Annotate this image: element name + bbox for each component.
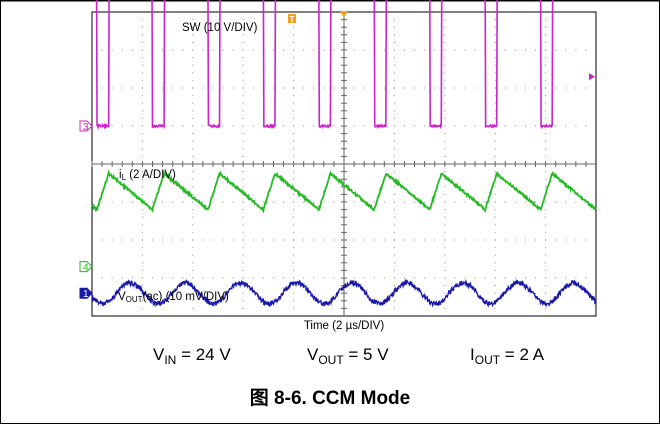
condition-vin: VIN = 24 V [153,345,231,367]
vout-channel-label: VOUT(ac) (10 mV/DIV) [118,291,229,304]
ch4-marker: 4 [79,261,93,274]
figure-caption: 图 8-6. CCM Mode [249,388,411,409]
channel-marker-label: 4 [83,263,89,274]
trigger-t-icon: T [288,14,296,24]
inductor-current-trace [91,169,597,214]
ch1-marker: 1 [79,287,93,300]
trigger-t-label: T [290,15,295,24]
trigger-level-arrow [589,73,595,81]
ch3-marker: 3 [79,120,93,133]
channel-marker-label: 1 [83,289,89,300]
il-channel-label: iL (2 A/DIV) [119,169,176,182]
vout-ripple-trace [91,278,597,308]
x-axis-label: Time (2 µs/DIV) [304,320,384,332]
channel-marker-label: 3 [83,122,89,133]
scope-grid [91,11,596,316]
sw-channel-label: SW (10 V/DIV) [182,22,258,34]
trigger-position-marker [340,12,348,17]
condition-vout: VOUT = 5 V [307,345,389,367]
condition-iout: IOUT = 2 A [470,345,545,367]
